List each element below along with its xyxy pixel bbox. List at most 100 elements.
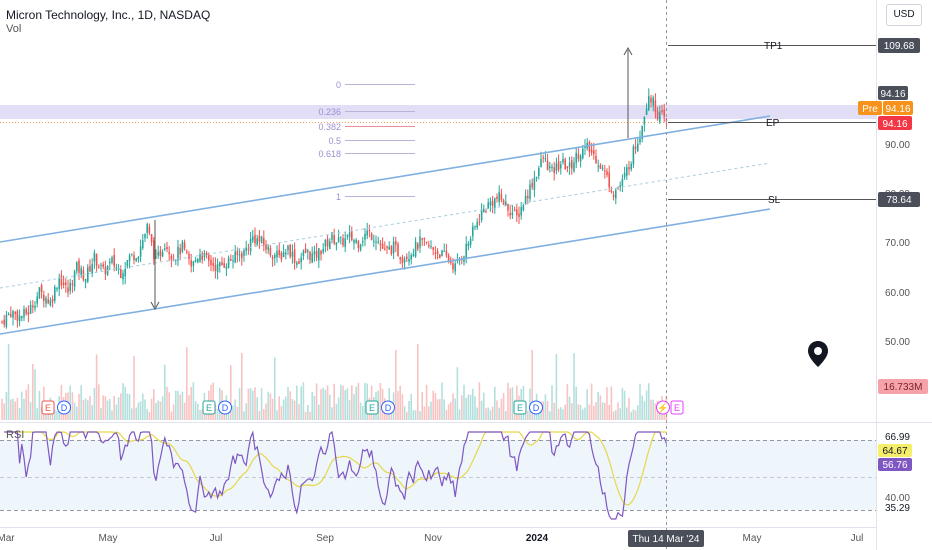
volume-bar [355,386,357,420]
candle-body [381,243,384,249]
earnings-marker[interactable] [513,400,527,415]
target-projection-arrowhead [623,46,633,56]
dividend-marker[interactable] [57,400,71,415]
time-axis[interactable]: Mar May Jul Sep Nov 2024 May Jul Thu 14 … [0,530,863,547]
volume-bar [192,382,195,420]
channel-upper-line[interactable] [0,115,771,243]
volume-bar [179,394,181,420]
volume-bar [252,390,254,420]
candle-body [520,207,522,216]
fib-retracement[interactable]: 0 0.236 0.382 0.5 0.618 1 [318,80,415,202]
symbol-title[interactable]: Micron Technology, Inc., 1D, NASDAQ [6,8,211,22]
channel-mid-line[interactable] [0,162,771,289]
candle-body [252,236,254,241]
volume-bar [637,405,639,420]
volume-bar [282,399,285,420]
volume-bar [260,388,263,420]
candle-body [645,108,648,115]
earnings-marker[interactable] [365,400,379,415]
rsi-ma-label-bg [878,444,912,457]
volume-bar [291,399,294,420]
volume-bar [131,408,133,420]
candle-body [397,243,399,256]
candle-body [410,255,412,260]
volume-bar [234,399,236,420]
rsi-axis[interactable]: 66.99 64.67 56.76 40.00 35.29 [878,432,912,514]
volume-bar [84,398,87,420]
high-price-label-bg [878,86,908,100]
volume-bar [302,382,305,420]
candle-body [599,164,602,169]
candle-body [104,267,107,275]
volume-bar [612,411,615,420]
volume-bar [458,409,461,420]
price-axis[interactable]: 90.00 80.00 70.00 60.00 50.00 109.68 94.… [858,38,928,394]
candle-body [643,117,646,125]
candle-body [289,244,291,257]
candle-body [89,266,91,272]
volume-bar [531,349,533,420]
candle-body [102,264,104,267]
candle-body [511,212,514,215]
volume-bar [573,353,575,420]
candle-body [36,296,38,304]
volume-bar [16,397,19,420]
volume-bar [480,400,483,420]
rsi-band-background [0,440,876,510]
volume-label: 16.733M [884,382,923,393]
candle-body [14,312,16,314]
event-markers[interactable]: E D E D E D E D ⚡ E [41,400,684,415]
currency-selector[interactable]: USD [886,4,922,26]
dividend-marker[interactable] [218,400,232,415]
time-tick-year: 2024 [526,533,549,544]
ep-label: EP [766,118,780,129]
candle-body [480,210,483,221]
volume-indicator-label[interactable]: Vol [6,23,22,35]
candle-body [148,226,151,234]
candle-body [47,299,49,304]
earnings-marker[interactable] [202,400,216,415]
time-tick: Jul [210,533,223,544]
map-pin-icon[interactable] [807,340,829,373]
volume-bar [329,394,331,420]
candle-body [489,201,492,206]
trade-levels[interactable]: TP1 EP SL [668,41,876,206]
channel-lower-line[interactable] [0,208,771,335]
last-price-label-bg [878,116,912,130]
volume-bar [406,411,408,420]
candle-body [324,239,327,247]
volume-bar [555,354,558,420]
volume-bar [643,401,646,420]
fib-label-0382: 0.382 [318,122,341,132]
candle-body [557,161,560,170]
dividend-marker[interactable] [529,400,543,415]
volume-bar [111,410,113,420]
volume-bar [632,409,635,420]
candle-body [509,213,511,216]
candle-body [340,236,342,238]
volume-bar [494,386,496,420]
split-flash-marker[interactable] [656,400,670,415]
candle-body [513,209,516,211]
candle-body [535,176,538,178]
rsi-indicator-label[interactable]: RSI [6,429,25,441]
earnings-marker[interactable] [41,400,55,415]
candle-body [78,260,80,273]
candle-body [181,241,184,252]
candle-body [661,110,663,112]
candle-body [51,298,54,302]
candle-body [208,253,210,261]
volume-bar [82,399,85,420]
sl-price-label-bg [878,192,920,207]
volume-bar [434,393,437,420]
volume-bar [507,382,509,420]
upcoming-earnings-marker[interactable] [670,400,684,415]
candle-body [221,262,223,266]
dividend-marker[interactable] [381,400,395,415]
volume-bar [25,389,27,420]
candle-body [65,282,67,285]
volume-bar [509,388,511,420]
candle-body [615,190,617,199]
candle-body [465,243,467,259]
